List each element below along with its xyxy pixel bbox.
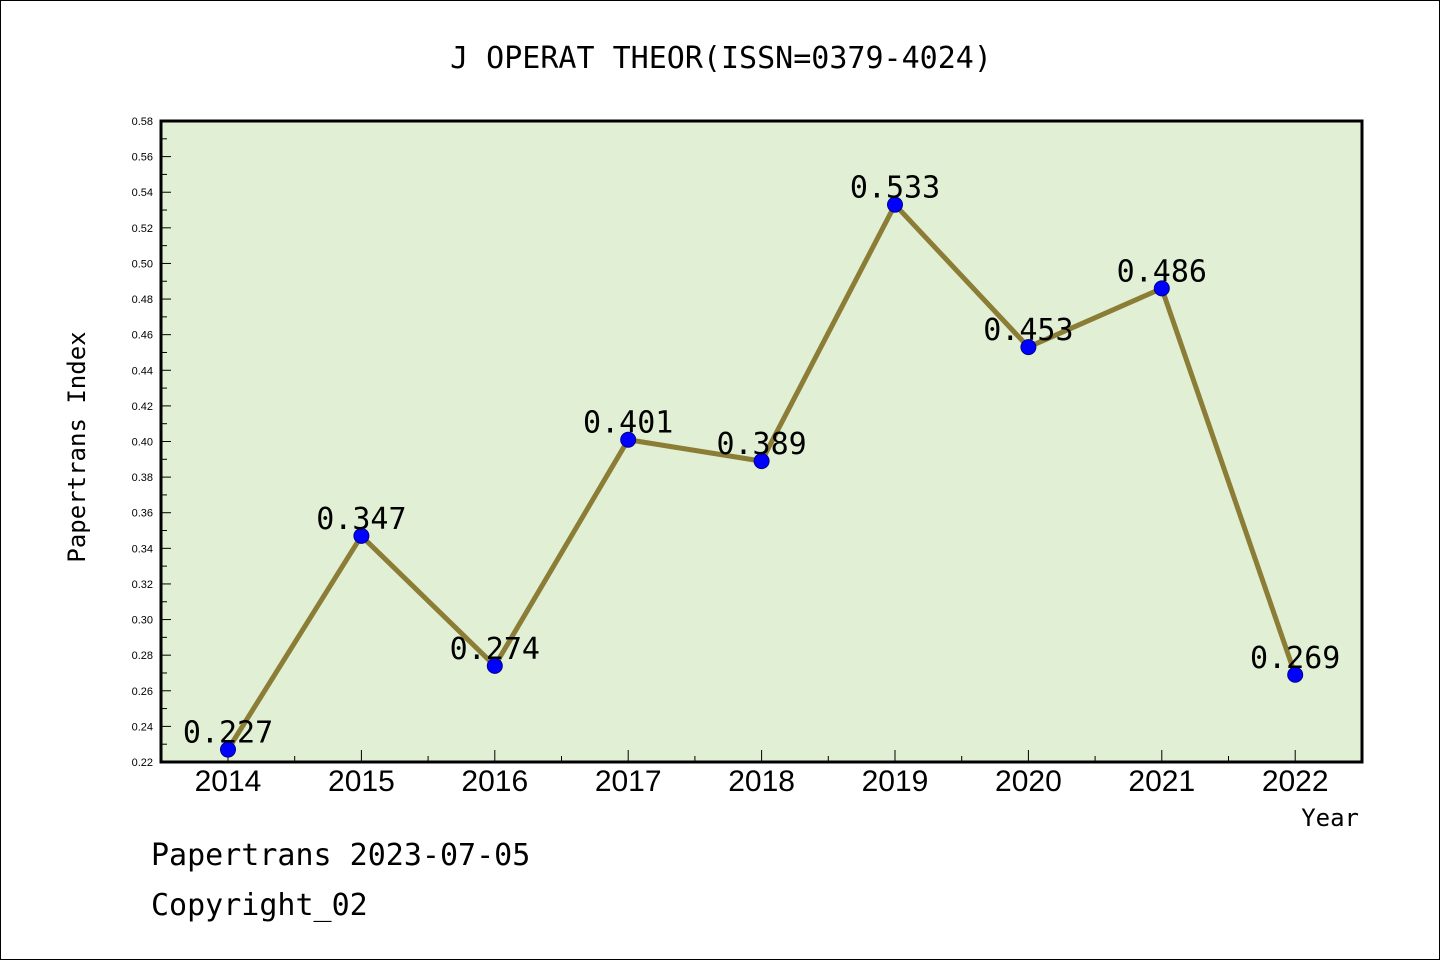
x-tick-label: 2017: [595, 765, 662, 798]
y-tick-label: 0.32: [132, 579, 153, 591]
data-point: [1020, 339, 1037, 356]
x-tick-label: 2020: [995, 765, 1062, 798]
y-tick-label: 0.26: [132, 686, 153, 698]
data-point: [1153, 280, 1170, 297]
data-label: 0.486: [1117, 254, 1207, 289]
y-tick-label: 0.54: [132, 187, 153, 199]
data-point: [620, 431, 637, 448]
x-tick-label: 2019: [862, 765, 929, 798]
y-tick-label: 0.56: [132, 152, 153, 164]
x-tick-label: 2021: [1128, 765, 1195, 798]
y-tick-label: 0.48: [132, 294, 153, 306]
footer-date: Papertrans 2023-07-05: [151, 838, 530, 873]
y-tick-label: 0.36: [132, 508, 153, 520]
y-tick-label: 0.42: [132, 401, 153, 413]
series-group: 0.227 0.347 0.274 0.401 0.389 0.533 0.453 0.486…: [183, 171, 1340, 758]
data-label: 0.274: [450, 632, 540, 667]
y-tick-label: 0.58: [132, 116, 153, 128]
x-tick-label: 2018: [728, 765, 795, 798]
footer-copyright: Copyright_02: [151, 888, 368, 923]
data-label: 0.389: [716, 427, 806, 462]
y-tick-label: 0.24: [132, 721, 153, 733]
plot-area: [161, 121, 1362, 762]
chart-title: J OPERAT THEOR(ISSN=0379-4024): [450, 41, 992, 76]
y-tick-label: 0.46: [132, 330, 153, 342]
data-point: [887, 196, 903, 213]
y-tick-label: 0.50: [132, 258, 153, 270]
data-label: 0.347: [316, 502, 406, 537]
data-point: [220, 741, 236, 758]
y-tick-label: 0.30: [132, 615, 153, 627]
data-label: 0.453: [983, 313, 1073, 348]
x-axis-ticks: 2014 2015 2016 2017 2018 2019 2020 2021 2022: [195, 750, 1329, 798]
x-tick-label: 2016: [461, 765, 528, 798]
y-axis-label: Papertrans Index: [63, 331, 91, 562]
y-tick-label: 0.22: [132, 757, 153, 769]
data-label: 0.401: [583, 406, 673, 441]
y-tick-label: 0.52: [132, 223, 153, 235]
x-tick-label: 2014: [195, 765, 262, 798]
y-tick-label: 0.44: [132, 365, 153, 377]
x-tick-label: 2022: [1262, 765, 1329, 798]
data-point: [753, 453, 770, 470]
plot-frame: [159, 119, 1364, 764]
data-point: [486, 657, 503, 674]
y-tick-label: 0.40: [132, 437, 153, 449]
y-axis-ticks: 0.22 0.24 0.26 0.28 0.30 0.32 0.34 0.36 0.38 0.40…: [132, 116, 171, 769]
data-point: [1287, 666, 1304, 683]
y-tick-label: 0.34: [132, 543, 153, 555]
data-label: 0.227: [183, 716, 273, 751]
y-tick-label: 0.28: [132, 650, 153, 662]
x-tick-label: 2015: [328, 765, 395, 798]
data-point: [353, 527, 370, 544]
data-label: 0.533: [850, 171, 940, 206]
y-tick-label: 0.38: [132, 472, 153, 484]
x-axis-label: Year: [1301, 804, 1359, 832]
data-label: 0.269: [1250, 641, 1340, 676]
